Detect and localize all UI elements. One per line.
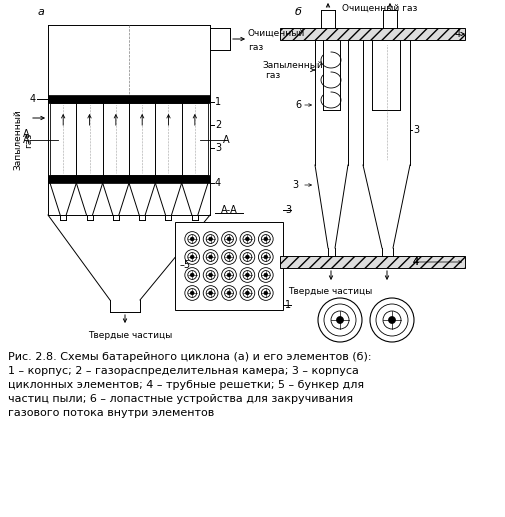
Text: Рис. 2.8. Схемы батарейного циклона (а) и его элементов (б):: Рис. 2.8. Схемы батарейного циклона (а) … [8, 352, 372, 362]
Circle shape [336, 316, 343, 324]
Text: Твердые частицы: Твердые частицы [88, 330, 172, 340]
Text: 4: 4 [455, 29, 461, 39]
Text: циклонных элементов; 4 – трубные решетки; 5 – бункер для: циклонных элементов; 4 – трубные решетки… [8, 380, 364, 390]
Text: б: б [295, 7, 302, 17]
Text: А: А [23, 129, 29, 139]
Bar [280, 256, 465, 268]
Circle shape [324, 304, 356, 336]
Bar [129, 103, 156, 175]
Bar [48, 95, 210, 103]
Circle shape [370, 298, 414, 342]
Text: 4: 4 [30, 94, 36, 104]
Circle shape [190, 237, 194, 241]
Bar [280, 28, 465, 40]
Text: Запыленный: Запыленный [262, 60, 323, 69]
Circle shape [190, 291, 194, 295]
Text: 4: 4 [413, 257, 419, 267]
Circle shape [318, 298, 362, 342]
Bar [48, 175, 210, 183]
Circle shape [245, 273, 249, 277]
Text: 1 – корпус; 2 – газораспределительная камера; 3 – корпуса: 1 – корпус; 2 – газораспределительная ка… [8, 366, 359, 376]
Text: 6: 6 [295, 100, 301, 110]
Circle shape [227, 291, 231, 295]
Circle shape [209, 273, 213, 277]
Text: 4: 4 [413, 257, 419, 267]
Text: Очищенный газ: Очищенный газ [342, 4, 418, 12]
Bar [156, 103, 182, 175]
Circle shape [264, 237, 268, 241]
Text: газ: газ [248, 42, 263, 52]
Text: Твердые частицы: Твердые частицы [288, 286, 372, 296]
Circle shape [227, 273, 231, 277]
Text: Запыленный
газ: Запыленный газ [13, 110, 33, 171]
Circle shape [190, 273, 194, 277]
Text: А: А [23, 135, 29, 145]
Text: частиц пыли; 6 – лопастные устройства для закручивания: частиц пыли; 6 – лопастные устройства дл… [8, 394, 353, 404]
Circle shape [227, 237, 231, 241]
Bar [175, 222, 283, 310]
Circle shape [190, 255, 194, 259]
Bar [50, 103, 76, 175]
Text: –5: –5 [180, 260, 191, 270]
Circle shape [264, 255, 268, 259]
Text: газового потока внутри элементов: газового потока внутри элементов [8, 408, 214, 418]
Text: 3: 3 [292, 180, 298, 190]
Circle shape [209, 237, 213, 241]
Circle shape [388, 316, 395, 324]
Circle shape [245, 291, 249, 295]
Circle shape [264, 273, 268, 277]
Circle shape [245, 237, 249, 241]
Bar [182, 103, 208, 175]
Text: 3: 3 [285, 205, 291, 215]
Text: Очищенный: Очищенный [248, 28, 305, 38]
Text: 1: 1 [285, 300, 291, 310]
Text: 4: 4 [215, 178, 221, 188]
Circle shape [209, 255, 213, 259]
Text: А: А [223, 135, 229, 145]
Circle shape [245, 255, 249, 259]
Text: а: а [38, 7, 45, 17]
Circle shape [331, 311, 349, 329]
Text: 3: 3 [215, 143, 221, 153]
Circle shape [264, 291, 268, 295]
Text: 1: 1 [215, 97, 221, 107]
Circle shape [227, 255, 231, 259]
Text: 2: 2 [215, 120, 221, 130]
Bar [76, 103, 103, 175]
Text: А-А: А-А [221, 205, 237, 215]
Circle shape [209, 291, 213, 295]
Text: газ: газ [265, 71, 280, 81]
Circle shape [383, 311, 401, 329]
Circle shape [376, 304, 408, 336]
Bar [103, 103, 129, 175]
Text: 3: 3 [413, 125, 419, 135]
